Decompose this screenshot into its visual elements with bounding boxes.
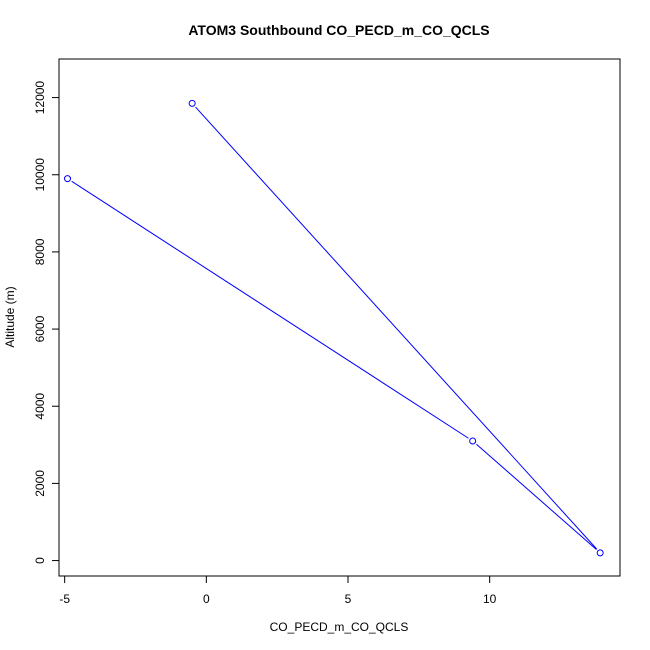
data-point <box>188 99 196 107</box>
data-point <box>64 175 71 183</box>
y-tick-label: 8000 <box>33 238 47 265</box>
y-axis-label: Altitude (m) <box>3 286 17 347</box>
series-line-segment <box>195 106 598 550</box>
x-axis: -5 0 5 10 <box>59 575 497 606</box>
y-tick-label: 6000 <box>33 315 47 342</box>
x-tick-label: 5 <box>345 592 352 606</box>
x-tick-label: 0 <box>203 592 210 606</box>
y-axis: 0 2000 4000 6000 8000 10000 12000 <box>33 81 60 564</box>
x-tick-label: 10 <box>483 592 497 606</box>
y-tick-label: 2000 <box>33 470 47 497</box>
y-tick-label: 4000 <box>33 393 47 420</box>
series-layer <box>64 99 604 557</box>
y-tick-label: 12000 <box>33 81 47 115</box>
series-line-segment <box>476 443 597 550</box>
series-line-segment <box>71 180 469 439</box>
chart-title: ATOM3 Southbound CO_PECD_m_CO_QCLS <box>188 22 489 38</box>
y-tick-label: 0 <box>33 557 47 564</box>
plot-frame <box>58 58 621 577</box>
x-tick-label: -5 <box>59 592 70 606</box>
y-tick-label: 10000 <box>33 158 47 192</box>
data-point <box>596 549 604 557</box>
x-axis-label: CO_PECD_m_CO_QCLS <box>270 620 409 634</box>
data-point <box>469 437 477 445</box>
